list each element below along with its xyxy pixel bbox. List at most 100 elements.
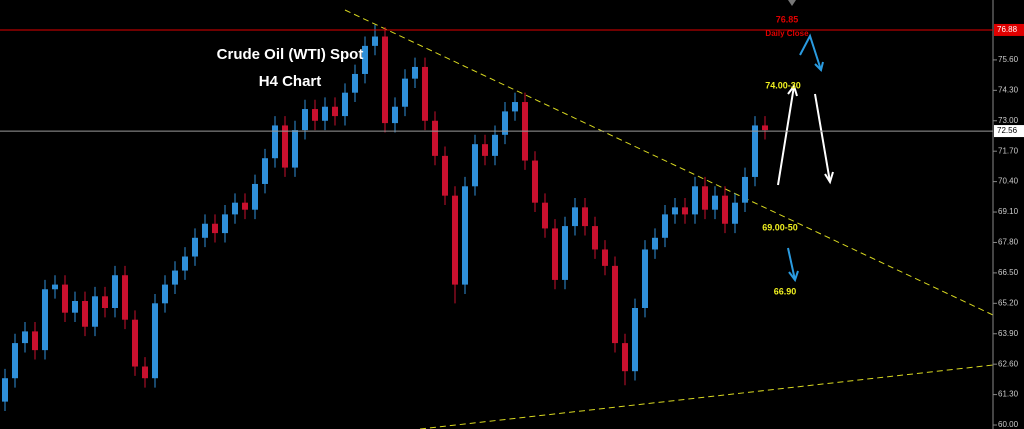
support-trendline bbox=[419, 364, 994, 429]
y-tick-label: 62.60 bbox=[998, 359, 1019, 368]
y-tick-label: 65.20 bbox=[998, 298, 1019, 307]
candle-body bbox=[372, 36, 378, 46]
candle-body bbox=[342, 92, 348, 117]
candle-body bbox=[432, 120, 438, 156]
candle-body bbox=[702, 186, 708, 210]
price-tag bbox=[994, 23, 1024, 36]
annotation: H4 Chart bbox=[259, 73, 322, 90]
arrow-head bbox=[814, 61, 824, 72]
y-tick-label: 66.50 bbox=[998, 268, 1019, 277]
arrow-head bbox=[788, 270, 799, 283]
candle-body bbox=[42, 289, 48, 351]
candle-body bbox=[512, 102, 518, 112]
candle-body bbox=[152, 303, 158, 379]
candle-body bbox=[762, 125, 768, 131]
candle-body bbox=[572, 207, 578, 227]
annotation: 76.85 bbox=[776, 14, 799, 24]
price-tag-label: 76.88 bbox=[997, 25, 1018, 34]
candle-body bbox=[282, 125, 288, 168]
candle-body bbox=[612, 265, 618, 344]
forecast-arrow bbox=[787, 247, 796, 281]
candle-body bbox=[642, 249, 648, 308]
candle-body bbox=[552, 228, 558, 280]
candle-body bbox=[92, 296, 98, 327]
candle-body bbox=[532, 160, 538, 203]
candle-body bbox=[162, 284, 168, 304]
candle-body bbox=[632, 308, 638, 372]
candle-body bbox=[22, 331, 28, 344]
candle-body bbox=[142, 366, 148, 379]
candle-body bbox=[62, 284, 68, 313]
candle-body bbox=[712, 195, 718, 210]
candle-body bbox=[32, 331, 38, 351]
candle-body bbox=[422, 66, 428, 121]
candle-body bbox=[102, 296, 108, 308]
candle-body bbox=[482, 144, 488, 156]
candle-body bbox=[172, 270, 178, 285]
y-tick-label: 69.10 bbox=[998, 207, 1019, 216]
candle-body bbox=[392, 106, 398, 124]
candle-body bbox=[542, 202, 548, 229]
candle-body bbox=[752, 125, 758, 177]
candle-body bbox=[132, 319, 138, 367]
annotation: Crude Oil (WTI) Spot bbox=[217, 46, 364, 63]
candle-body bbox=[412, 66, 418, 79]
candle-body bbox=[302, 109, 308, 131]
candle-body bbox=[662, 214, 668, 238]
candle-body bbox=[202, 223, 208, 238]
annotation: Daily Close bbox=[765, 29, 809, 38]
price-tag bbox=[994, 125, 1024, 138]
candle-body bbox=[652, 237, 658, 250]
forecast-arrow bbox=[777, 85, 795, 186]
candle-body bbox=[312, 109, 318, 121]
marker bbox=[788, 0, 796, 6]
forecast-arrow bbox=[814, 93, 831, 183]
candle-body bbox=[732, 202, 738, 224]
candle-body bbox=[222, 214, 228, 234]
annotation: 66.90 bbox=[774, 286, 797, 296]
candle-body bbox=[242, 202, 248, 210]
candle-body bbox=[692, 186, 698, 215]
candle-body bbox=[672, 207, 678, 215]
candle-body bbox=[212, 223, 218, 234]
candle-body bbox=[12, 343, 18, 379]
candle-body bbox=[352, 73, 358, 93]
candle-body bbox=[592, 226, 598, 250]
candle-body bbox=[582, 207, 588, 227]
y-tick-label: 60.00 bbox=[998, 420, 1019, 429]
candle-body bbox=[122, 275, 128, 320]
candle-body bbox=[442, 155, 448, 196]
candle-body bbox=[82, 300, 88, 327]
candle-body bbox=[252, 183, 258, 210]
candle-body bbox=[332, 106, 338, 117]
candle-body bbox=[192, 237, 198, 257]
y-tick-label: 67.80 bbox=[998, 238, 1019, 247]
forecast-arrow bbox=[799, 33, 822, 71]
candle-body bbox=[2, 378, 8, 402]
y-tick-label: 74.30 bbox=[998, 85, 1019, 94]
candle-body bbox=[742, 176, 748, 203]
candle-body bbox=[262, 158, 268, 184]
annotation: 69.00-50 bbox=[762, 222, 798, 232]
candle-body bbox=[562, 226, 568, 280]
candle-body bbox=[322, 106, 328, 121]
y-tick-label: 70.40 bbox=[998, 177, 1019, 186]
candle-body bbox=[72, 300, 78, 313]
candle-body bbox=[472, 144, 478, 187]
candle-body bbox=[382, 36, 388, 124]
candle-body bbox=[502, 111, 508, 135]
arrow-head bbox=[787, 83, 798, 97]
candle-body bbox=[112, 275, 118, 308]
candle-body bbox=[402, 78, 408, 107]
candle-body bbox=[272, 125, 278, 159]
candle-body bbox=[182, 256, 188, 271]
candle-body bbox=[462, 186, 468, 285]
candle-body bbox=[622, 343, 628, 372]
y-tick-label: 73.00 bbox=[998, 116, 1019, 125]
y-tick-label: 71.70 bbox=[998, 146, 1019, 155]
arrow-head bbox=[824, 171, 834, 185]
candle-body bbox=[492, 134, 498, 156]
annotation: 74.00-30 bbox=[765, 80, 801, 90]
candle-body bbox=[52, 284, 58, 290]
